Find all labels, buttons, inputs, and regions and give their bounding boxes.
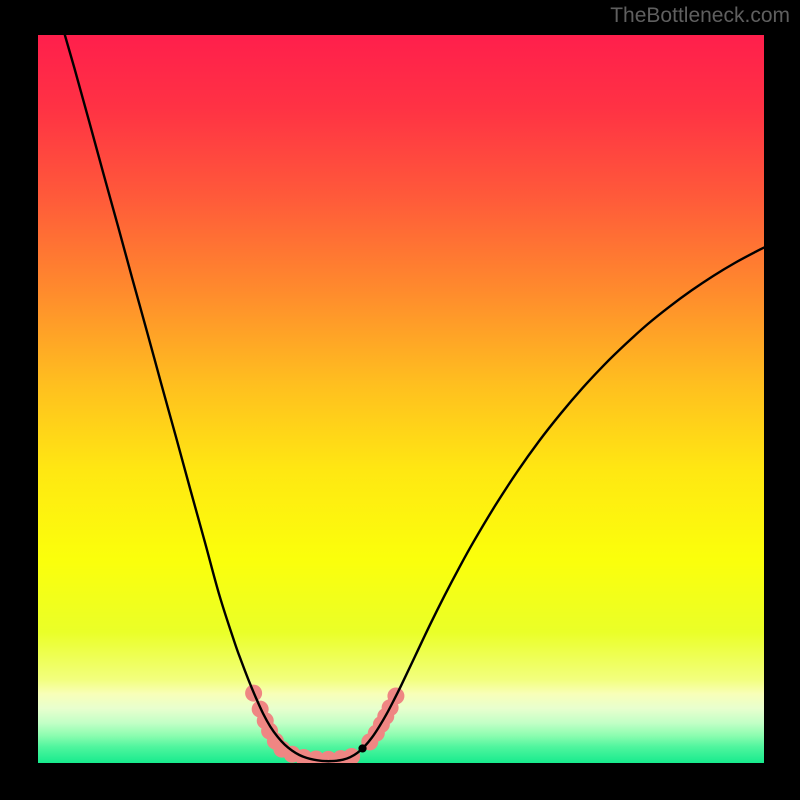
- watermark-text: TheBottleneck.com: [610, 4, 790, 28]
- chart-stage: TheBottleneck.com: [0, 0, 800, 800]
- minimum-dot: [358, 744, 366, 752]
- bottleneck-chart: [0, 0, 800, 800]
- gradient-background: [38, 35, 764, 763]
